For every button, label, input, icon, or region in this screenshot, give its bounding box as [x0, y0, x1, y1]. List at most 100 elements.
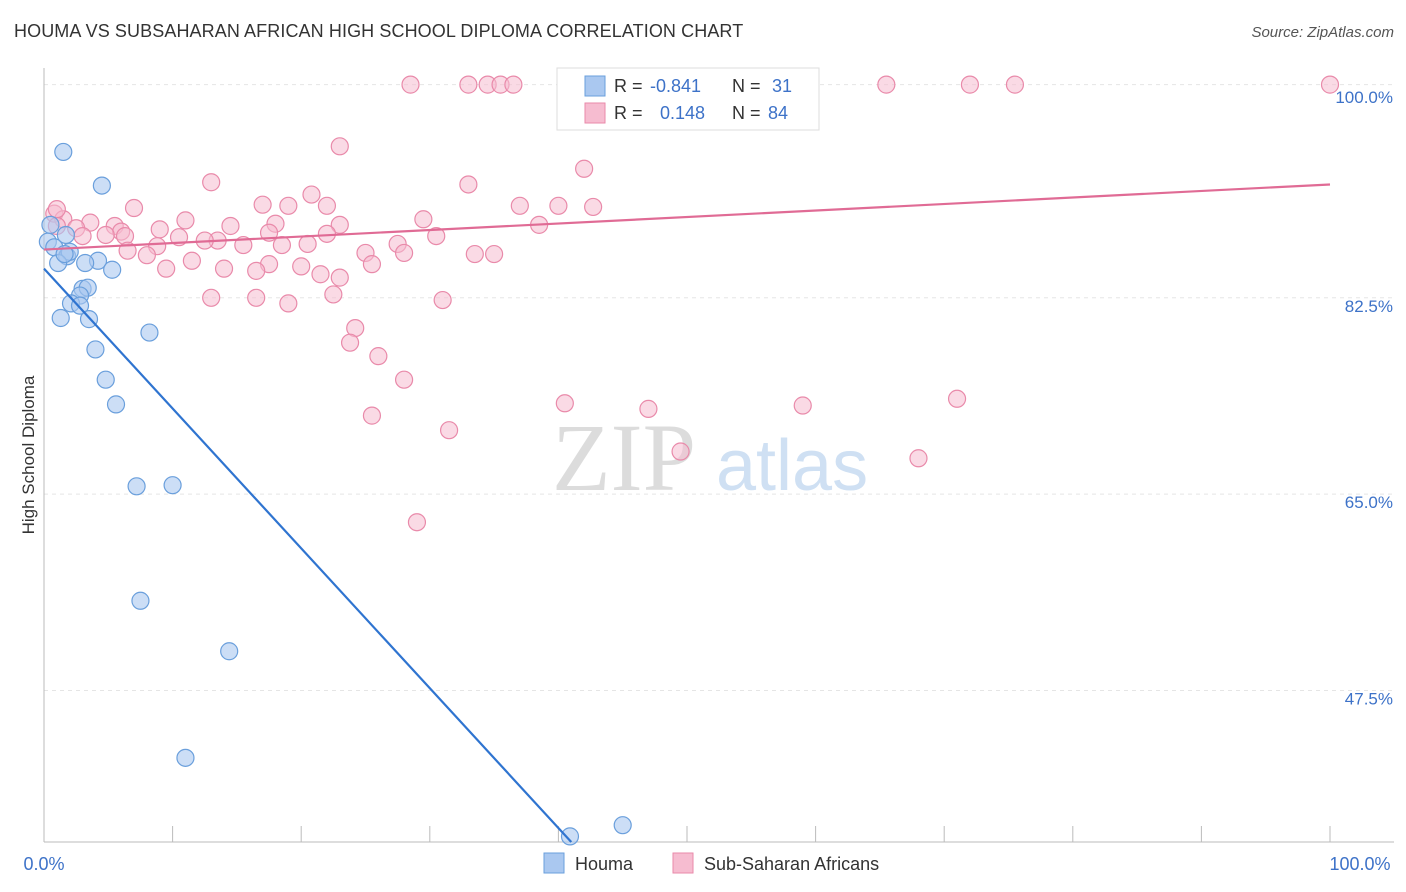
y-tick-label: 65.0%: [1345, 493, 1393, 512]
y-tick-label: 100.0%: [1335, 88, 1393, 107]
subsaharan-r-label: R =: [614, 103, 643, 123]
subsaharan-point: [221, 216, 240, 236]
houma-point: [56, 225, 75, 245]
watermark-atlas: atlas: [716, 426, 868, 506]
houma-point: [70, 296, 90, 315]
houma-r-label: R =: [614, 76, 643, 96]
subsaharan-point: [555, 394, 574, 413]
y-tick-label: 47.5%: [1345, 690, 1393, 709]
subsaharan-point: [298, 234, 317, 254]
houma-point: [86, 340, 105, 359]
x-ticks: [43, 826, 1331, 842]
houma-points: [38, 142, 632, 846]
subsaharan-point: [247, 261, 266, 280]
houma-point: [163, 476, 182, 495]
subsaharan-point: [150, 220, 169, 239]
subsaharan-r-value: 0.148: [660, 103, 705, 123]
subsaharan-point: [584, 197, 603, 217]
subsaharan-point: [369, 347, 388, 366]
subsaharan-point: [793, 396, 812, 415]
subsaharan-point: [124, 198, 144, 218]
houma-point: [220, 642, 239, 661]
subsaharan-point: [465, 244, 484, 264]
houma-point: [54, 142, 73, 162]
subsaharan-point: [394, 243, 414, 263]
houma-point: [131, 591, 150, 610]
subsaharan-point: [182, 251, 201, 270]
subsaharan-point: [279, 294, 298, 313]
subsaharan-n-label: N =: [732, 103, 761, 123]
subsaharan-point: [272, 235, 292, 255]
subsaharan-point: [427, 226, 446, 246]
houma-trend-line: [43, 267, 573, 843]
subsaharan-point: [202, 288, 221, 307]
subsaharan-point: [311, 265, 330, 284]
trend-lines: [43, 183, 1331, 843]
subsaharan-point: [433, 290, 452, 310]
axes: [43, 68, 1394, 843]
houma-point: [106, 395, 126, 414]
houma-legend-swatch: [584, 75, 606, 97]
subsaharan-point: [575, 159, 594, 178]
subsaharan-point: [330, 215, 349, 234]
subsaharan-point: [317, 196, 337, 215]
subsaharan-point: [960, 75, 980, 94]
subsaharan-point: [73, 226, 92, 246]
subsaharan-point: [510, 196, 529, 215]
subsaharan-point: [202, 173, 221, 192]
y-tick-label: 82.5%: [1345, 297, 1393, 316]
subsaharan-point: [96, 225, 115, 245]
stats-legend: R = -0.841 N = 31 R = 0.148 N = 84: [556, 67, 820, 131]
subsaharan-point: [324, 285, 343, 304]
subsaharan-point: [137, 246, 156, 265]
houma-point: [613, 816, 632, 835]
subsaharan-point: [401, 75, 420, 94]
watermark: ZIP atlas: [552, 404, 868, 511]
subsaharan-point: [176, 211, 195, 230]
subsaharan-point: [362, 406, 382, 425]
subsaharan-point: [877, 75, 896, 94]
subsaharan-point: [639, 399, 658, 418]
subsaharan-point: [947, 389, 967, 408]
subsaharan-point: [362, 255, 382, 274]
subsaharan-point: [414, 210, 433, 229]
subsaharan-points: [45, 75, 1340, 532]
subsaharan-point: [279, 196, 298, 215]
houma-point: [92, 176, 111, 195]
subsaharan-point: [407, 513, 427, 532]
houma-bottom-swatch: [543, 852, 565, 874]
houma-bottom-label: Houma: [575, 854, 634, 874]
houma-point: [51, 308, 70, 328]
bottom-legend: Houma Sub-Saharan Africans: [543, 852, 879, 874]
subsaharan-trend-line: [43, 183, 1331, 251]
subsaharan-point: [253, 195, 272, 214]
houma-point: [560, 827, 580, 846]
subsaharan-point: [504, 75, 523, 94]
houma-point: [176, 748, 195, 767]
chart-title: HOUMA VS SUBSAHARAN AFRICAN HIGH SCHOOL …: [14, 21, 744, 41]
subsaharan-point: [330, 137, 349, 156]
subsaharan-point: [671, 442, 690, 461]
y-tick-labels: 100.0% 82.5% 65.0% 47.5%: [1335, 88, 1393, 709]
houma-point: [41, 215, 60, 234]
x-tick-label-min: 0.0%: [23, 854, 64, 874]
subsaharan-point: [459, 75, 478, 94]
subsaharan-legend-swatch: [584, 102, 606, 124]
subsaharan-n-value: 84: [768, 103, 788, 123]
houma-point: [140, 323, 159, 342]
subsaharan-bottom-swatch: [672, 852, 694, 874]
subsaharan-point: [459, 175, 478, 194]
houma-point: [127, 477, 146, 496]
houma-point: [96, 370, 115, 389]
watermark-zip: ZIP: [552, 404, 696, 511]
subsaharan-point: [330, 268, 349, 287]
subsaharan-point: [292, 257, 311, 276]
subsaharan-point: [157, 259, 176, 278]
y-axis-title: High School Diploma: [19, 375, 38, 534]
subsaharan-point: [214, 259, 234, 278]
subsaharan-point: [247, 288, 266, 307]
subsaharan-point: [549, 196, 568, 215]
grid-lines: [44, 84, 1394, 692]
subsaharan-point: [1320, 75, 1340, 94]
